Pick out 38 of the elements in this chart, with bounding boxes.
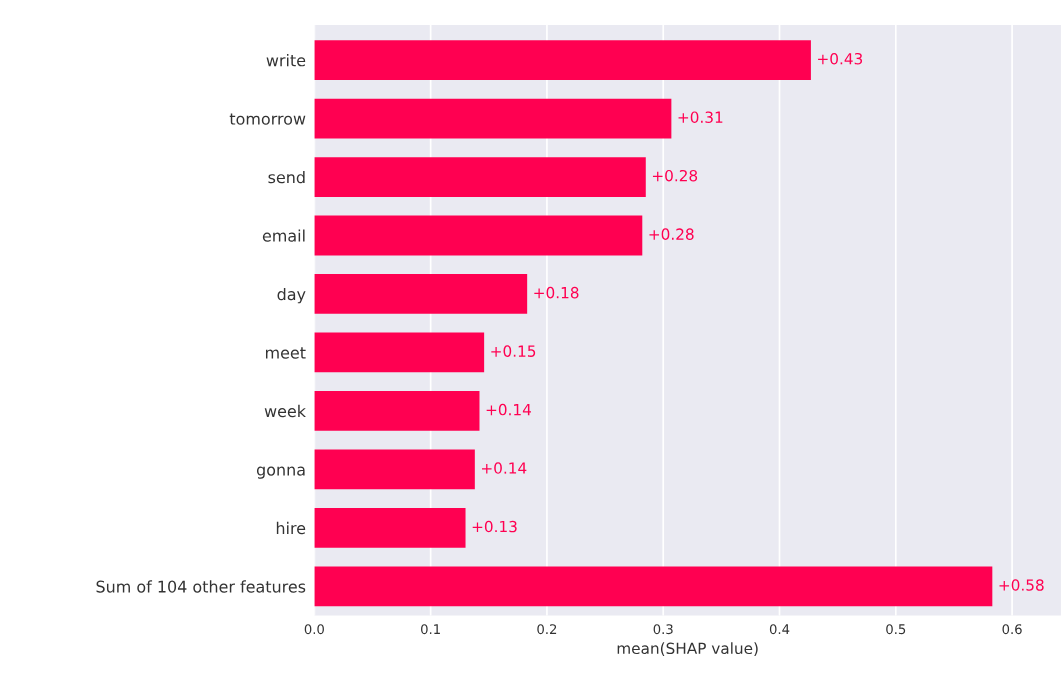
y-tick-label: Sum of 104 other features [96,580,306,593]
bar [314,449,475,490]
y-tick-label: week [264,404,306,418]
y-tick-label: tomorrow [229,113,306,125]
bar [314,332,485,373]
bar [314,566,993,607]
data-label: +0.43 [818,52,863,65]
y-tick-label: hire [276,521,306,535]
x-tick-label: 0.0 [304,624,324,635]
bar [314,215,643,256]
x-tick-label: 0.3 [653,624,673,635]
y-tick-label: day [277,287,306,304]
y-tick-label: send [268,170,305,184]
data-label: +0.28 [652,169,698,182]
data-label: +0.28 [649,228,694,240]
data-label: +0.58 [999,579,1044,591]
x-tick-label: 0.1 [421,624,440,635]
y-tick-label: meet [265,347,306,359]
x-tick-label: 0.5 [886,624,906,635]
data-label: +0.13 [472,520,517,533]
bar [314,40,811,80]
x-tick-label: 0.2 [537,624,557,635]
y-tick-label: gonna [256,466,305,479]
bar [314,274,528,314]
data-label: +0.31 [678,111,723,123]
data-label: +0.14 [482,462,527,474]
bar [314,157,646,197]
bar [314,391,480,431]
data-label: +0.15 [491,345,536,357]
bar [314,508,466,548]
x-axis-title: mean(SHAP value) [617,642,758,656]
data-label: +0.18 [534,286,579,299]
y-tick-label: email [262,229,305,242]
y-tick-label: write [266,53,306,67]
bar [314,98,672,139]
x-tick-label: 0.4 [769,624,790,635]
x-tick-label: 0.6 [1002,624,1022,635]
data-label: +0.14 [486,403,531,416]
